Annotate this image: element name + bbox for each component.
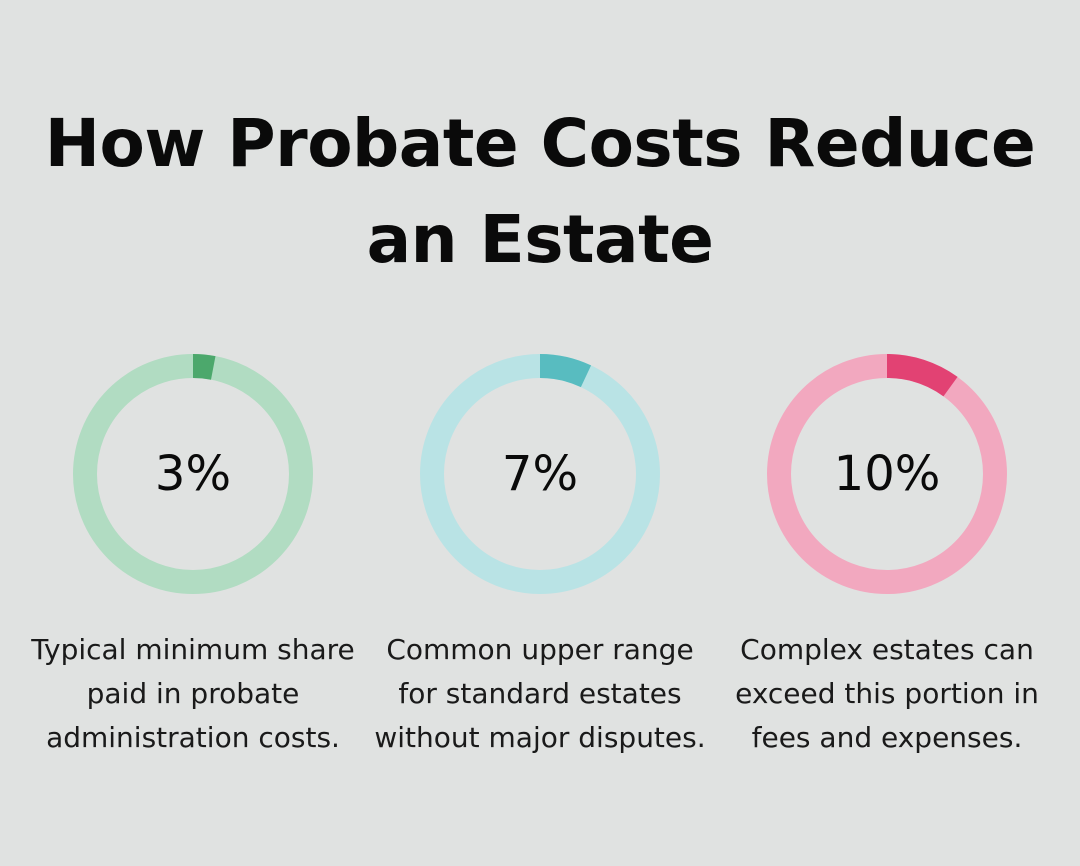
donut-gauge <box>765 352 1009 596</box>
stat-description: Common upper range for standard estates … <box>374 633 706 754</box>
stat-value: 7% <box>501 446 579 502</box>
stat-description: Typical minimum share paid in probate ad… <box>31 633 355 754</box>
donut-gauge <box>418 352 662 596</box>
stat-description: Complex estates can exceed this portion … <box>735 633 1039 754</box>
stat-value: 10% <box>833 446 941 502</box>
page-title: How Probate Costs Reduce an Estate <box>44 105 1036 278</box>
stat-value: 3% <box>154 446 232 502</box>
donut-gauge <box>71 352 315 596</box>
